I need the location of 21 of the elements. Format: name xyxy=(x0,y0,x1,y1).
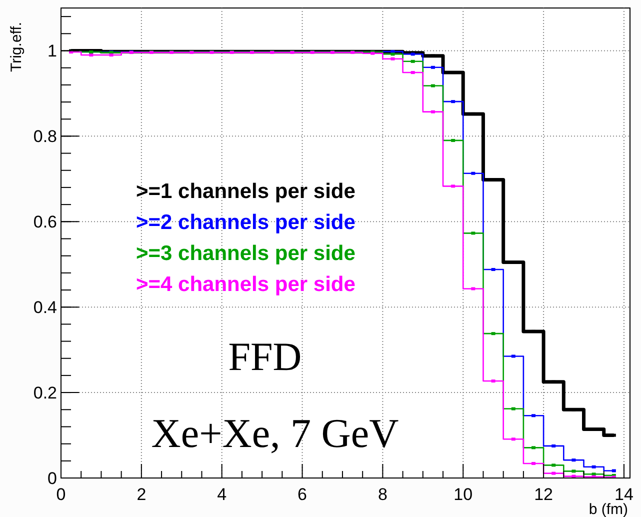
text: >=1 channels per side xyxy=(136,180,356,203)
y-tick-label: 0 xyxy=(48,469,57,488)
y-axis-title: Trig.eff. xyxy=(8,22,25,72)
y-tick-label: 0.4 xyxy=(33,298,57,318)
y-tick-label: 0.8 xyxy=(33,127,57,146)
x-tick-label: 12 xyxy=(534,485,554,504)
annotation: FFD xyxy=(228,334,302,379)
y-tick-label: 0.2 xyxy=(33,384,57,403)
text: >=2 channels per side xyxy=(136,211,356,234)
annotation: Xe+Xe, 7 GeV xyxy=(151,410,400,456)
text: >=3 channels per side xyxy=(136,242,356,265)
x-tick-label: 2 xyxy=(136,485,146,504)
text: >=4 channels per side xyxy=(136,273,356,296)
x-axis-title: b (fm) xyxy=(588,501,628,517)
x-tick-label: 14 xyxy=(614,485,634,504)
y-tick-label: 1 xyxy=(48,42,57,61)
x-tick-label: 8 xyxy=(378,485,388,504)
x-tick-label: 6 xyxy=(298,485,308,504)
y-tick-label: 0.6 xyxy=(33,212,57,232)
x-tick-label: 4 xyxy=(217,485,227,504)
x-tick-label: 10 xyxy=(454,485,473,504)
